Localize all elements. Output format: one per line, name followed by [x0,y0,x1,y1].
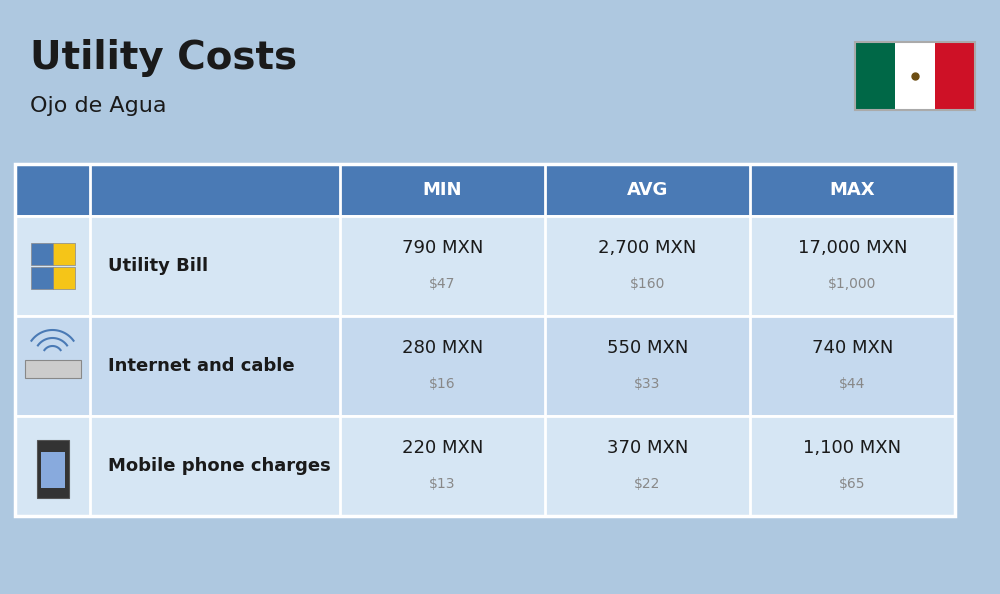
Text: $16: $16 [429,377,456,391]
Bar [40,452,64,488]
Text: 1,100 MXN: 1,100 MXN [803,439,902,457]
Bar [36,440,68,498]
Bar [15,164,955,216]
Text: Internet and cable: Internet and cable [108,357,295,375]
Text: Mobile phone charges: Mobile phone charges [108,457,331,475]
Text: $13: $13 [429,477,456,491]
Bar [31,243,52,265]
Text: 280 MXN: 280 MXN [402,339,483,357]
Bar [855,42,895,110]
Text: Utility Costs: Utility Costs [30,39,297,77]
Text: $22: $22 [634,477,661,491]
Text: 740 MXN: 740 MXN [812,339,893,357]
Text: $1,000: $1,000 [828,277,877,291]
Bar [935,42,975,110]
Bar [15,164,955,516]
Text: 550 MXN: 550 MXN [607,339,688,357]
Text: 2,700 MXN: 2,700 MXN [598,239,697,257]
Text: MAX: MAX [830,181,875,199]
Text: $160: $160 [630,277,665,291]
Text: Utility Bill: Utility Bill [108,257,208,275]
Text: 17,000 MXN: 17,000 MXN [798,239,907,257]
Text: MIN: MIN [423,181,462,199]
Bar [52,267,74,289]
Text: $44: $44 [839,377,866,391]
Bar [24,360,80,378]
Bar [895,42,935,110]
Bar [15,416,955,516]
Text: $65: $65 [839,477,866,491]
Text: 790 MXN: 790 MXN [402,239,483,257]
Bar [31,267,52,289]
Text: Ojo de Agua: Ojo de Agua [30,96,166,116]
Bar [15,216,955,316]
Text: $47: $47 [429,277,456,291]
Text: 370 MXN: 370 MXN [607,439,688,457]
Bar [15,316,955,416]
Bar [855,42,975,110]
Text: AVG: AVG [627,181,668,199]
Bar [52,243,74,265]
Text: $33: $33 [634,377,661,391]
Text: 220 MXN: 220 MXN [402,439,483,457]
